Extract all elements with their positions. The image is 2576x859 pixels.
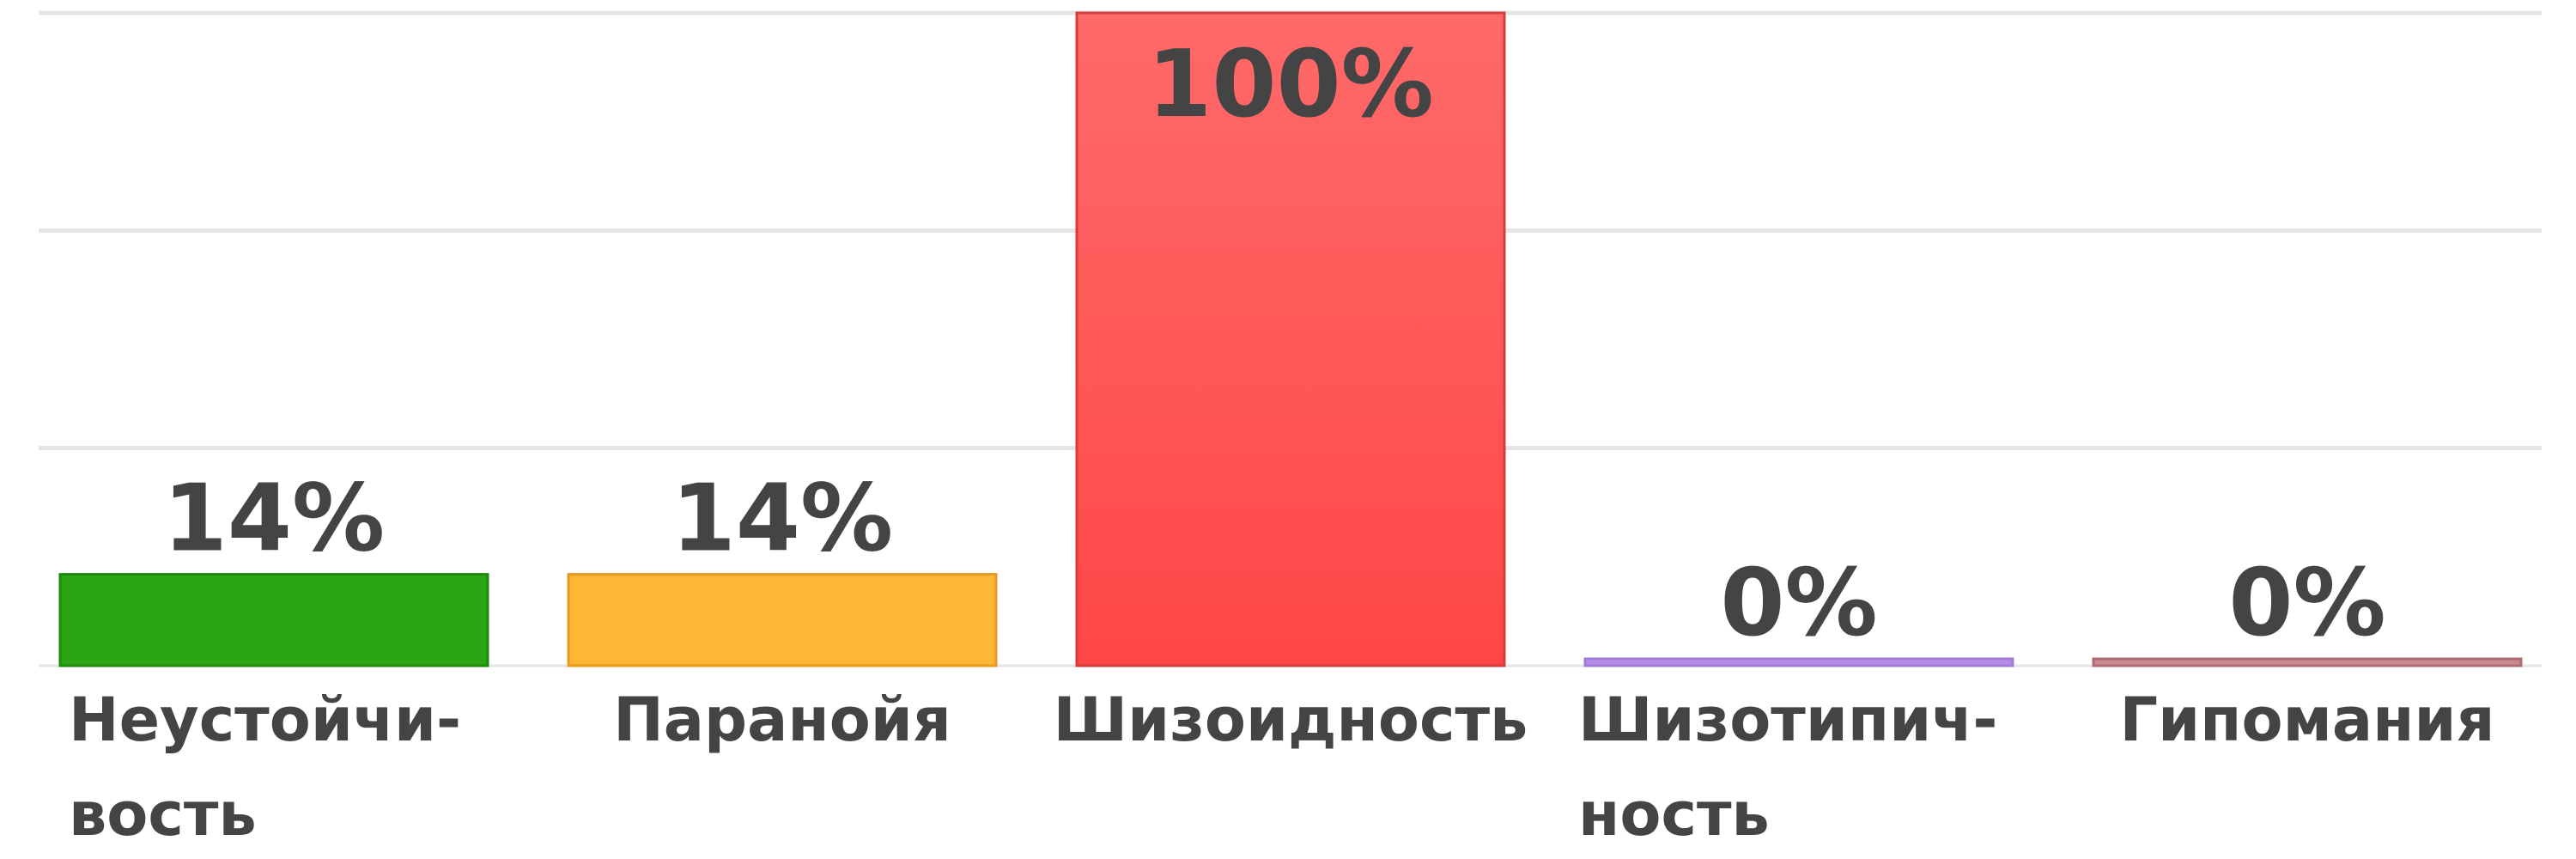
category-label-3-1: ность (1578, 779, 1770, 850)
bar-3 (1583, 657, 2014, 667)
category-label-2-0: Шизоидность (1054, 685, 1528, 755)
value-label-1: 14% (671, 466, 894, 573)
value-label-3: 0% (1720, 550, 1877, 657)
category-label-0-1: вость (69, 779, 257, 850)
bar-1 (567, 573, 998, 667)
category-label-3-0: Шизотипич- (1578, 685, 1997, 755)
bar-0 (58, 573, 489, 667)
category-labels: Неустойчи-вость Паранойя Шизоидность Шизоти… (69, 685, 2494, 850)
value-label-0: 14% (163, 466, 386, 573)
category-label-1-0: Паранойя (613, 685, 951, 755)
value-label-2: 100% (1147, 31, 1434, 138)
category-label-0-0: Неустойчи- (69, 685, 461, 755)
category-label-4-0: Гипомания (2120, 685, 2495, 755)
bars (58, 11, 2523, 667)
value-labels: 14% 14% 100% 0% 0% (163, 31, 2386, 657)
bar-4 (2092, 657, 2523, 667)
bar-2 (1075, 11, 1506, 667)
value-label-4: 0% (2228, 550, 2385, 657)
